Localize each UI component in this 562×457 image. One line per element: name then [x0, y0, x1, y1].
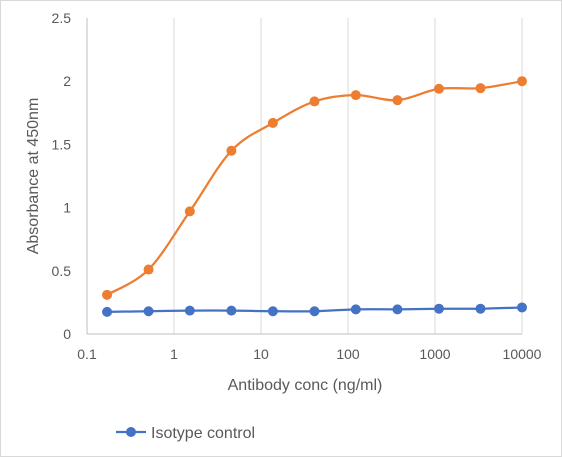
y-axis-label: Absorbance at 450nm — [25, 98, 42, 255]
data-point — [184, 206, 195, 217]
y-tick-labels: 0 0.5 1 1.5 2 2.5 — [52, 10, 72, 342]
y-tick-label: 2.5 — [52, 10, 72, 26]
data-point — [143, 306, 154, 317]
data-point — [475, 83, 486, 94]
data-point — [475, 303, 486, 314]
data-point — [267, 306, 278, 317]
x-tick-label: 1 — [170, 346, 178, 362]
data-point — [350, 304, 361, 315]
y-tick-label: 1 — [63, 200, 71, 216]
x-tick-labels: 0.1 1 10 100 1000 10000 — [77, 346, 541, 362]
data-point — [226, 145, 237, 156]
data-point — [433, 303, 444, 314]
data-point — [309, 96, 320, 107]
data-point — [517, 302, 527, 313]
x-tick-label: 0.1 — [77, 346, 97, 362]
x-tick-label: 1000 — [419, 346, 450, 362]
legend-marker-isotype — [126, 427, 136, 437]
y-tick-label: 0 — [63, 326, 71, 342]
y-tick-label: 1.5 — [52, 136, 72, 152]
data-point — [392, 95, 403, 106]
axes — [86, 18, 522, 335]
data-point — [350, 90, 361, 101]
series-2 — [102, 302, 527, 317]
data-point — [267, 117, 278, 128]
data-point — [184, 305, 195, 316]
data-point — [226, 305, 237, 316]
data-point — [102, 289, 113, 300]
series-1 — [102, 76, 527, 300]
y-tick-label: 0.5 — [52, 263, 72, 279]
series-group — [102, 76, 527, 317]
y-tick-label: 2 — [63, 73, 71, 89]
x-tick-label: 100 — [336, 346, 360, 362]
x-axis-label: Antibody conc (ng/ml) — [228, 377, 383, 394]
x-tick-label: 10 — [253, 346, 269, 362]
series-line — [106, 80, 523, 296]
data-point — [433, 83, 444, 94]
data-point — [102, 306, 113, 317]
gridlines — [86, 18, 523, 334]
data-point — [392, 304, 403, 315]
legend: Isotype control — [116, 425, 255, 442]
x-tick-label: 10000 — [503, 346, 542, 362]
data-point — [309, 306, 320, 317]
legend-label-isotype: Isotype control — [151, 425, 255, 442]
data-point — [517, 76, 527, 87]
data-point — [143, 264, 154, 275]
